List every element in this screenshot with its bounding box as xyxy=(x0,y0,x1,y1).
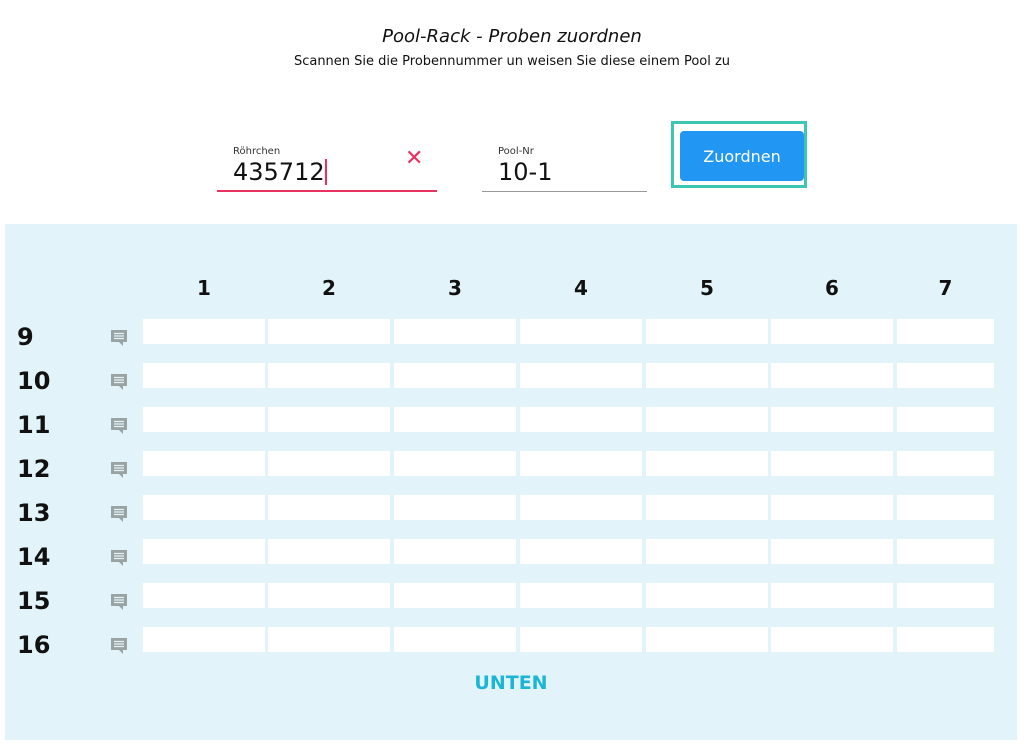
rack-slot[interactable] xyxy=(771,319,893,344)
rack-slot[interactable] xyxy=(143,319,265,344)
rack-slot[interactable] xyxy=(520,583,642,608)
row-header: 11 xyxy=(17,411,51,439)
rack-slot[interactable] xyxy=(394,451,516,476)
rack-slot[interactable] xyxy=(268,451,390,476)
comment-icon[interactable] xyxy=(110,637,128,655)
unten-link[interactable]: UNTEN xyxy=(474,672,548,694)
pool-rack: UNTEN 1 2 3 4 5 6 7 9 10 11 12 13 14 15 16 xyxy=(5,224,1017,740)
assign-button[interactable]: Zuordnen xyxy=(680,131,804,181)
rack-slot[interactable] xyxy=(897,319,994,344)
rack-slot[interactable] xyxy=(646,539,768,564)
rack-slot[interactable] xyxy=(520,495,642,520)
rack-slot[interactable] xyxy=(143,627,265,652)
column-header: 2 xyxy=(322,276,336,300)
rack-slot[interactable] xyxy=(143,451,265,476)
column-header: 6 xyxy=(825,276,839,300)
page-subtitle: Scannen Sie die Probennummer un weisen S… xyxy=(293,54,731,69)
column-header: 1 xyxy=(197,276,211,300)
row-header: 15 xyxy=(17,587,51,615)
comment-icon[interactable] xyxy=(110,505,128,523)
rack-slot[interactable] xyxy=(646,627,768,652)
column-header: 3 xyxy=(448,276,462,300)
rack-slot[interactable] xyxy=(771,451,893,476)
pool-input[interactable]: 10-1 xyxy=(498,158,553,186)
rack-slot[interactable] xyxy=(771,495,893,520)
rack-slot[interactable] xyxy=(143,583,265,608)
rack-slot[interactable] xyxy=(268,583,390,608)
rack-slot[interactable] xyxy=(143,495,265,520)
row-header: 10 xyxy=(17,367,51,395)
rack-slot[interactable] xyxy=(268,319,390,344)
rack-slot[interactable] xyxy=(897,363,994,388)
rack-slot[interactable] xyxy=(143,363,265,388)
comment-icon[interactable] xyxy=(110,373,128,391)
comment-icon[interactable] xyxy=(110,593,128,611)
tube-field[interactable]: Röhrchen 435712 ✕ xyxy=(217,146,437,192)
rack-slot[interactable] xyxy=(268,363,390,388)
rack-slot[interactable] xyxy=(771,627,893,652)
rack-slot[interactable] xyxy=(268,539,390,564)
rack-slot[interactable] xyxy=(897,451,994,476)
rack-slot[interactable] xyxy=(394,363,516,388)
rack-slot[interactable] xyxy=(268,407,390,432)
rack-slot[interactable] xyxy=(646,319,768,344)
rack-slot[interactable] xyxy=(646,451,768,476)
row-header: 13 xyxy=(17,499,51,527)
rack-slot[interactable] xyxy=(143,539,265,564)
comment-icon[interactable] xyxy=(110,461,128,479)
rack-slot[interactable] xyxy=(394,407,516,432)
column-header: 5 xyxy=(700,276,714,300)
comment-icon[interactable] xyxy=(110,417,128,435)
rack-slot[interactable] xyxy=(897,583,994,608)
rack-slot[interactable] xyxy=(897,627,994,652)
rack-slot[interactable] xyxy=(520,627,642,652)
rack-slot[interactable] xyxy=(268,495,390,520)
comment-icon[interactable] xyxy=(110,329,128,347)
rack-slot[interactable] xyxy=(771,539,893,564)
row-header: 16 xyxy=(17,631,51,659)
rack-slot[interactable] xyxy=(646,363,768,388)
row-header: 9 xyxy=(17,323,34,351)
pool-label: Pool-Nr xyxy=(498,146,534,157)
page-title: Pool-Rack - Proben zuordnen xyxy=(382,26,642,47)
rack-slot[interactable] xyxy=(520,319,642,344)
rack-slot[interactable] xyxy=(394,583,516,608)
rack-slot[interactable] xyxy=(897,407,994,432)
rack-slot[interactable] xyxy=(520,451,642,476)
tube-label: Röhrchen xyxy=(233,146,281,157)
rack-slot[interactable] xyxy=(771,583,893,608)
comment-icon[interactable] xyxy=(110,549,128,567)
rack-slot[interactable] xyxy=(520,363,642,388)
rack-slot[interactable] xyxy=(520,407,642,432)
pool-field[interactable]: Pool-Nr 10-1 xyxy=(482,146,647,192)
rack-slot[interactable] xyxy=(771,407,893,432)
rack-slot[interactable] xyxy=(897,539,994,564)
rack-slot[interactable] xyxy=(646,495,768,520)
column-header: 4 xyxy=(574,276,588,300)
assign-button-focus: Zuordnen xyxy=(671,121,807,188)
rack-slot[interactable] xyxy=(143,407,265,432)
rack-slot[interactable] xyxy=(771,363,893,388)
rack-slot[interactable] xyxy=(394,319,516,344)
rack-slot[interactable] xyxy=(646,583,768,608)
clear-icon[interactable]: ✕ xyxy=(405,146,424,171)
rack-slot[interactable] xyxy=(394,627,516,652)
row-header: 12 xyxy=(17,455,51,483)
rack-slot[interactable] xyxy=(394,539,516,564)
rack-slot[interactable] xyxy=(268,627,390,652)
tube-input[interactable]: 435712 xyxy=(233,158,327,186)
rack-slot[interactable] xyxy=(646,407,768,432)
rack-slot[interactable] xyxy=(520,539,642,564)
column-header: 7 xyxy=(938,276,953,300)
rack-slot[interactable] xyxy=(394,495,516,520)
rack-slot[interactable] xyxy=(897,495,994,520)
row-header: 14 xyxy=(17,543,51,571)
